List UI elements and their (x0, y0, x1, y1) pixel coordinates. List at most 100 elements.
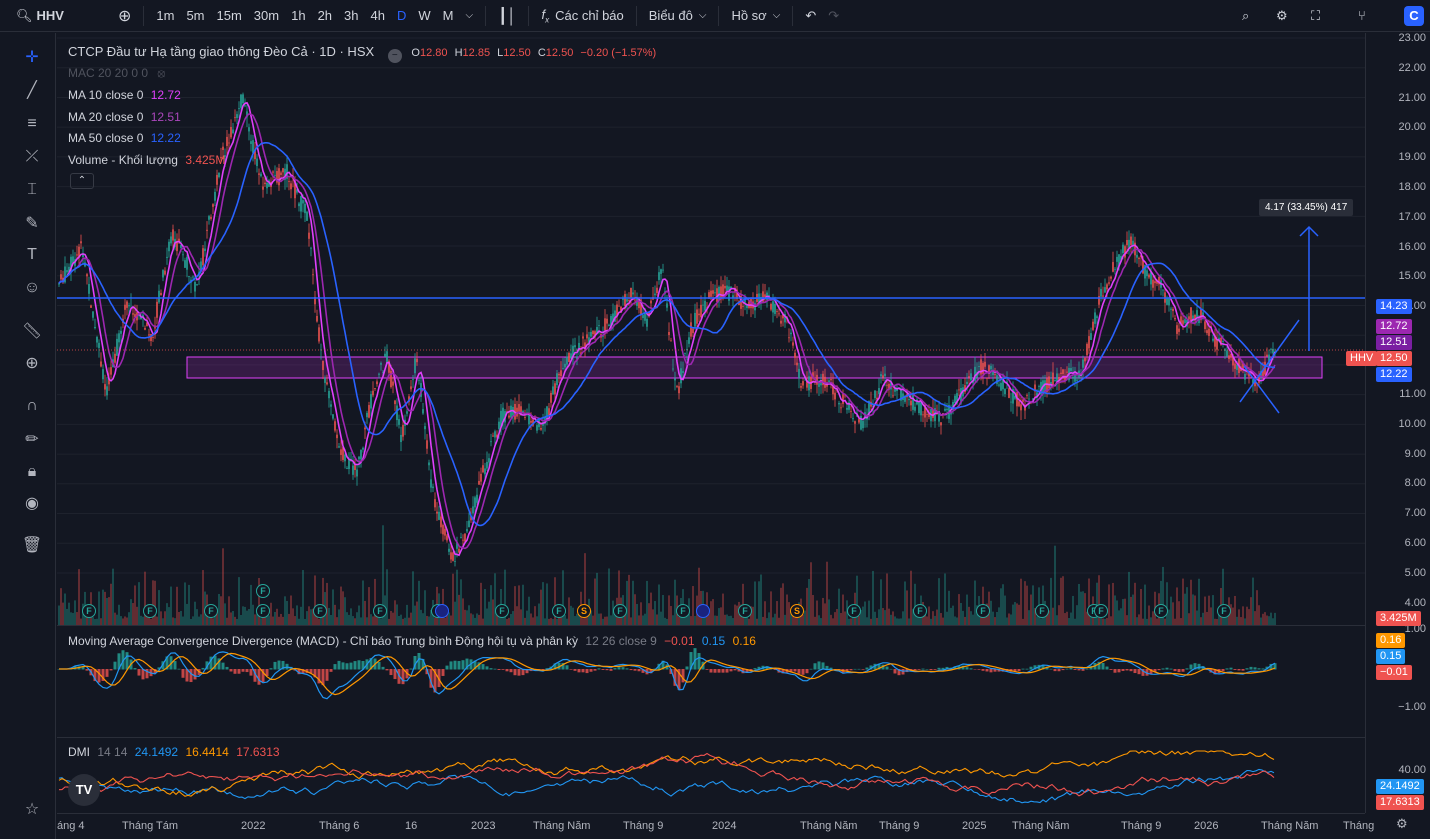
earnings-event-icon[interactable]: F (552, 604, 566, 618)
trendline-tool[interactable]: ╱ (20, 78, 44, 102)
candle-body (818, 381, 820, 387)
hide-tool[interactable]: ◉ (20, 491, 44, 515)
earnings-event-icon[interactable] (435, 604, 449, 618)
earnings-event-icon[interactable] (696, 604, 710, 618)
earnings-event-icon[interactable]: F (676, 604, 690, 618)
candle-body (138, 315, 140, 317)
candle-body (1234, 363, 1236, 369)
interval-w[interactable]: W (418, 8, 431, 23)
time-axis[interactable]: áng 4 Tháng Tám 2022 Tháng 6 16 2023 Tháng Năm… (57, 813, 1374, 839)
candles-button[interactable]: ┃│ (492, 0, 522, 32)
pane-separator[interactable] (57, 625, 1430, 626)
ma50-legend[interactable]: MA 50 close 0 12.22 (68, 131, 181, 145)
macd-histogram-bar (881, 664, 885, 670)
text-tool[interactable]: T (20, 243, 44, 267)
dmi-legend[interactable]: DMI 14 14 24.1492 16.4414 17.6313 (68, 745, 280, 759)
earnings-event-icon[interactable]: F (495, 604, 509, 618)
candle-body (1086, 343, 1088, 356)
ma10-legend[interactable]: MA 10 close 0 12.72 (68, 88, 181, 102)
share-button[interactable]: ⑂ (1352, 0, 1372, 32)
earnings-event-icon[interactable]: F (613, 604, 627, 618)
earnings-event-icon[interactable]: F (738, 604, 752, 618)
interval-m[interactable]: M (442, 8, 454, 23)
earnings-event-icon[interactable]: F (313, 604, 327, 618)
volume-bar (1084, 593, 1086, 625)
earnings-event-icon[interactable]: F (204, 604, 218, 618)
earnings-event-icon[interactable]: F (143, 604, 157, 618)
earnings-event-icon[interactable]: F (976, 604, 990, 618)
interval-d[interactable]: D (396, 8, 407, 23)
brush-tool[interactable]: ✎ (20, 211, 44, 235)
crosshair-tool[interactable]: ✛ (20, 45, 44, 69)
split-event-icon[interactable]: S (577, 604, 591, 618)
interval-4h[interactable]: 4h (370, 8, 385, 23)
macd-histogram-bar (661, 660, 665, 670)
interval-15m[interactable]: 15m (216, 8, 242, 23)
candle-body (406, 411, 408, 414)
interval-2h[interactable]: 2h (317, 8, 333, 23)
candle-body (1242, 362, 1244, 370)
macd-histogram-bar (445, 665, 449, 670)
interval-30m[interactable]: 30m (253, 8, 280, 23)
interval-3h[interactable]: 3h (344, 8, 359, 23)
price-axis[interactable]: 23.00 22.00 21.00 20.00 19.00 18.00 17.00 16.00… (1346, 32, 1430, 813)
candle-body (1184, 319, 1186, 324)
earnings-event-icon[interactable]: F (256, 584, 270, 598)
volume-bar (388, 618, 390, 625)
interval-1h[interactable]: 1h (291, 8, 306, 23)
earnings-event-icon[interactable]: F (847, 604, 861, 618)
interval-1m[interactable]: 1m (156, 8, 175, 23)
chart-type-button[interactable]: Biểu đô ⌵ (643, 0, 713, 32)
favorites-tool[interactable]: ☆ (20, 797, 44, 821)
tv-watermark[interactable]: TV (68, 774, 100, 806)
compare-button[interactable]: ⊕ (112, 0, 137, 32)
macd-histogram-bar (1105, 666, 1109, 670)
zoom-tool[interactable]: ⊕ (20, 351, 44, 375)
measure-range-tool[interactable]: ⌶ (20, 178, 44, 202)
earnings-event-icon[interactable]: F (1154, 604, 1168, 618)
magnet-tool[interactable]: ∩ (20, 394, 44, 418)
earnings-event-icon[interactable]: F (1094, 604, 1108, 618)
delete-tool[interactable]: 🗑︎ (20, 533, 44, 557)
volume-bar (812, 595, 814, 625)
fullscreen-button[interactable]: ⛶ (1305, 0, 1326, 32)
volume-legend[interactable]: Volume - Khối lượng 3.425M (68, 153, 225, 167)
ma20-legend[interactable]: MA 20 close 0 12.51 (68, 110, 181, 124)
settings-button[interactable]: ⚙ (1270, 0, 1294, 32)
earnings-event-icon[interactable]: F (913, 604, 927, 618)
collapse-legend-button[interactable]: ⌃ (70, 173, 94, 189)
symbol-search[interactable]: 🔍︎ HHV (0, 0, 70, 32)
lock-all-tool[interactable]: 🔒︎ (20, 460, 44, 484)
indicators-button[interactable]: fx Các chỉ báo (535, 0, 629, 32)
emoji-tool[interactable]: ☺ (20, 276, 44, 300)
split-event-icon[interactable]: S (790, 604, 804, 618)
horizontal-lines-tool[interactable]: ≡ (20, 112, 44, 136)
hide-legend-button[interactable]: − (387, 49, 402, 63)
volume-bar (1172, 602, 1174, 625)
axis-settings-button[interactable]: ⚙ (1396, 816, 1408, 832)
earnings-event-icon[interactable]: F (1217, 604, 1231, 618)
instrument-title: CTCP Đầu tư Hạ tầng giao thông Đèo Cả · … (68, 44, 375, 59)
profile-button[interactable]: Hồ sơ ⌵ (725, 0, 786, 32)
volume-bar (216, 611, 218, 625)
ruler-tool[interactable]: 📏︎ (20, 319, 44, 343)
macd-histogram-bar (913, 669, 917, 671)
pane-separator[interactable] (57, 737, 1430, 738)
interval-dropdown[interactable]: ⌵ (459, 0, 479, 32)
earnings-event-icon[interactable]: F (1035, 604, 1049, 618)
undo-button[interactable]: ↶ (799, 0, 822, 32)
chart-canvas[interactable] (57, 33, 1365, 813)
earnings-event-icon[interactable]: F (256, 604, 270, 618)
brand-logo[interactable]: C (1398, 0, 1430, 32)
interval-5m[interactable]: 5m (186, 8, 205, 23)
pattern-tool[interactable]: ⤫ (20, 145, 44, 169)
mac-legend[interactable]: MAC 20 20 0 0 ⦻ (68, 66, 165, 81)
redo-button[interactable]: ↷ (822, 0, 845, 32)
macd-legend[interactable]: Moving Average Convergence Divergence (M… (68, 634, 756, 648)
quick-search-button[interactable]: ⌕ (1236, 0, 1255, 32)
volume-bar (456, 569, 458, 625)
earnings-event-icon[interactable]: F (373, 604, 387, 618)
earnings-event-icon[interactable]: F (82, 604, 96, 618)
candle-body (1158, 276, 1160, 285)
lock-drawing-tool[interactable]: ✏ (20, 427, 44, 451)
